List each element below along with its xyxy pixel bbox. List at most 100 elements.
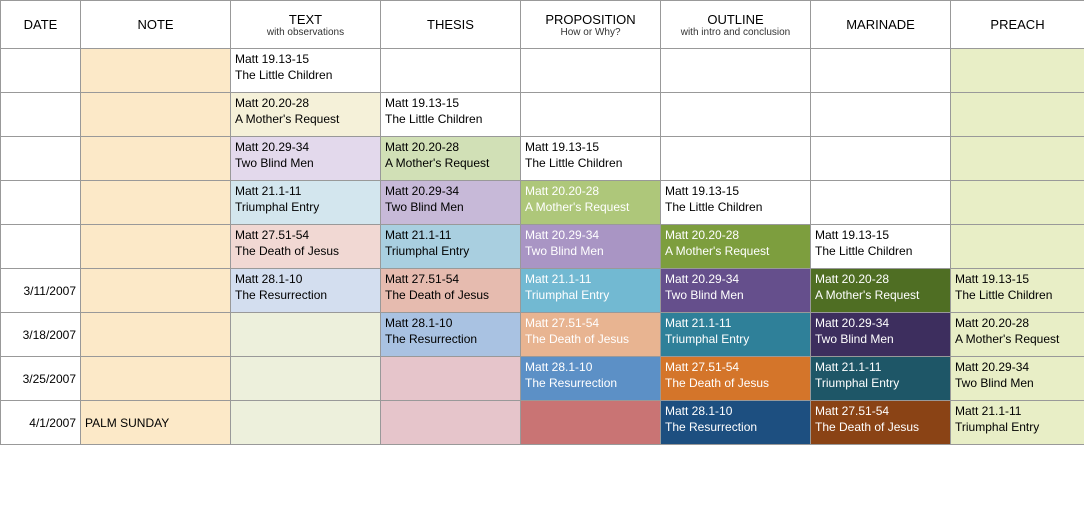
scripture-ref: Matt 20.20-28 [815,272,946,288]
text-cell [231,313,381,357]
scripture-title: The Death of Jesus [665,376,806,392]
marinade-cell [811,181,951,225]
scripture-ref: Matt 27.51-54 [665,360,806,376]
marinade-cell: Matt 19.13-15The Little Children [811,225,951,269]
note-cell [81,181,231,225]
date-cell [1,225,81,269]
scripture-title: Two Blind Men [955,376,1080,392]
header-row: DATENOTETEXTwith observationsTHESISPROPO… [1,1,1084,49]
table-row: 4/1/2007PALM SUNDAY Matt 28.1-10The Resur… [1,401,1084,445]
preach-cell: Matt 20.29-34Two Blind Men [951,357,1084,401]
header-thesis: THESIS [381,1,521,49]
marinade-cell: Matt 27.51-54The Death of Jesus [811,401,951,445]
note-cell: PALM SUNDAY [81,401,231,445]
outline-cell: Matt 20.29-34Two Blind Men [661,269,811,313]
header-date: DATE [1,1,81,49]
scripture-title: The Resurrection [385,332,516,348]
header-main: TEXT [235,12,376,27]
outline-cell: Matt 28.1-10The Resurrection [661,401,811,445]
scripture-title: A Mother's Request [955,332,1080,348]
prop-cell: Matt 20.20-28A Mother's Request [521,181,661,225]
scripture-title: A Mother's Request [815,288,946,304]
table-row: Matt 21.1-11Triumphal EntryMatt 20.29-34… [1,181,1084,225]
preach-cell [951,225,1084,269]
scripture-ref: Matt 20.29-34 [665,272,806,288]
scripture-title: The Little Children [525,156,656,172]
date-cell [1,181,81,225]
text-cell [231,401,381,445]
scripture-ref: Matt 20.20-28 [525,184,656,200]
prop-cell [521,93,661,137]
scripture-title: The Little Children [235,68,376,84]
header-sub: with observations [235,27,376,38]
date-cell [1,137,81,181]
scripture-ref: Matt 28.1-10 [385,316,516,332]
scripture-ref: Matt 28.1-10 [525,360,656,376]
outline-cell: Matt 20.20-28A Mother's Request [661,225,811,269]
marinade-cell [811,49,951,93]
scripture-title: The Death of Jesus [525,332,656,348]
table-row: Matt 19.13-15The Little Children [1,49,1084,93]
thesis-cell: Matt 28.1-10The Resurrection [381,313,521,357]
preach-cell: Matt 19.13-15The Little Children [951,269,1084,313]
scripture-ref: Matt 20.20-28 [665,228,806,244]
scripture-ref: Matt 21.1-11 [525,272,656,288]
outline-cell: Matt 21.1-11Triumphal Entry [661,313,811,357]
date-cell: 3/11/2007 [1,269,81,313]
scripture-ref: Matt 19.13-15 [955,272,1080,288]
scripture-ref: Matt 27.51-54 [385,272,516,288]
scripture-ref: Matt 20.20-28 [235,96,376,112]
header-main: OUTLINE [665,12,806,27]
header-sub: How or Why? [525,27,656,38]
table-row: Matt 20.29-34Two Blind MenMatt 20.20-28A… [1,137,1084,181]
header-marinade: MARINADE [811,1,951,49]
scripture-title: The Death of Jesus [815,420,946,436]
date-cell [1,93,81,137]
scripture-ref: Matt 19.13-15 [665,184,806,200]
scripture-ref: Matt 20.29-34 [385,184,516,200]
scripture-title: The Resurrection [665,420,806,436]
thesis-cell [381,49,521,93]
scripture-title: A Mother's Request [525,200,656,216]
table-row: 3/18/2007Matt 28.1-10The ResurrectionMat… [1,313,1084,357]
outline-cell: Matt 27.51-54The Death of Jesus [661,357,811,401]
scripture-ref: Matt 20.20-28 [955,316,1080,332]
preach-cell [951,181,1084,225]
note-cell [81,357,231,401]
header-preach: PREACH [951,1,1084,49]
preach-cell [951,49,1084,93]
outline-cell [661,93,811,137]
scripture-ref: Matt 21.1-11 [235,184,376,200]
scripture-title: Triumphal Entry [815,376,946,392]
scripture-ref: Matt 21.1-11 [815,360,946,376]
scripture-ref: Matt 19.13-15 [815,228,946,244]
scripture-title: The Little Children [955,288,1080,304]
scripture-ref: Matt 28.1-10 [235,272,376,288]
scripture-title: The Resurrection [235,288,376,304]
scripture-title: Two Blind Men [385,200,516,216]
scripture-title: Triumphal Entry [955,420,1080,436]
header-main: MARINADE [815,17,946,32]
thesis-cell [381,357,521,401]
scripture-title: The Death of Jesus [235,244,376,260]
date-cell: 4/1/2007 [1,401,81,445]
scripture-ref: Matt 27.51-54 [815,404,946,420]
text-cell: Matt 27.51-54The Death of Jesus [231,225,381,269]
scripture-title: The Little Children [665,200,806,216]
thesis-cell: Matt 19.13-15The Little Children [381,93,521,137]
scripture-title: Triumphal Entry [665,332,806,348]
scripture-title: Triumphal Entry [385,244,516,260]
scripture-ref: Matt 21.1-11 [665,316,806,332]
sermon-schedule-table: DATENOTETEXTwith observationsTHESISPROPO… [0,0,1084,445]
prop-cell: Matt 28.1-10The Resurrection [521,357,661,401]
preach-cell [951,93,1084,137]
scripture-title: A Mother's Request [665,244,806,260]
prop-cell: Matt 20.29-34Two Blind Men [521,225,661,269]
prop-cell: Matt 21.1-11Triumphal Entry [521,269,661,313]
thesis-cell: Matt 20.29-34Two Blind Men [381,181,521,225]
preach-cell: Matt 20.20-28A Mother's Request [951,313,1084,357]
header-outline: OUTLINEwith intro and conclusion [661,1,811,49]
header-text: TEXTwith observations [231,1,381,49]
scripture-title: Two Blind Men [525,244,656,260]
outline-cell: Matt 19.13-15The Little Children [661,181,811,225]
